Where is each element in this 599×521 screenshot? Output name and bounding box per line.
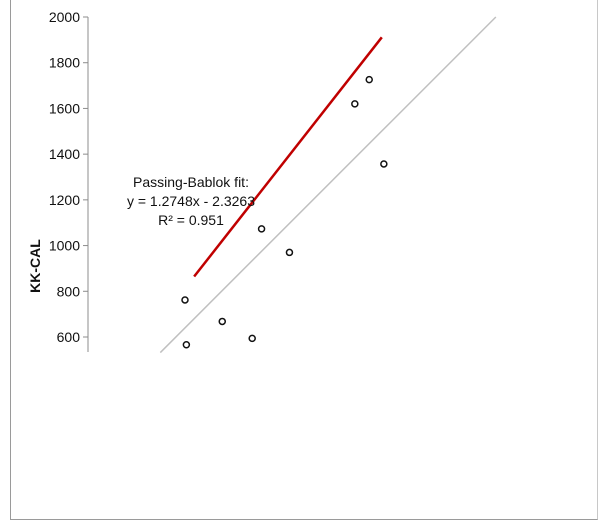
- fit-annotation: Passing-Bablok fit: y = 1.2748x - 2.3263…: [127, 174, 255, 228]
- y-tick-label: 1600: [49, 100, 80, 116]
- data-point: [181, 296, 189, 304]
- y-tick-label: 800: [57, 283, 81, 299]
- annotation-line-2: y = 1.2748x - 2.3263: [127, 193, 255, 209]
- data-points: [181, 75, 388, 349]
- identity-line: [159, 16, 497, 354]
- y-tick-label: 600: [57, 329, 81, 345]
- data-point: [248, 334, 256, 343]
- data-point: [182, 341, 191, 349]
- annotation-line-3: R² = 0.951: [158, 212, 224, 228]
- annotation-line-1: Passing-Bablok fit:: [133, 174, 249, 190]
- data-point: [365, 75, 373, 84]
- trend-lines: [159, 16, 497, 354]
- fit-line: [193, 36, 383, 278]
- data-point: [257, 225, 266, 233]
- y-tick-label: 1200: [49, 192, 80, 208]
- chart-frame: [10, 0, 598, 520]
- axes: 600 800 1000 1200 1400 1600 1800 2000: [49, 9, 89, 352]
- y-axis-title: KK-CAL: [27, 239, 43, 293]
- data-point: [380, 160, 388, 168]
- y-tick-label: 1400: [49, 146, 80, 162]
- data-point: [351, 100, 359, 108]
- y-tick-label: 1000: [49, 238, 80, 254]
- data-point: [285, 248, 294, 257]
- y-tick-label: 2000: [49, 9, 80, 25]
- y-tick-label: 1800: [49, 55, 80, 71]
- data-point: [218, 317, 227, 326]
